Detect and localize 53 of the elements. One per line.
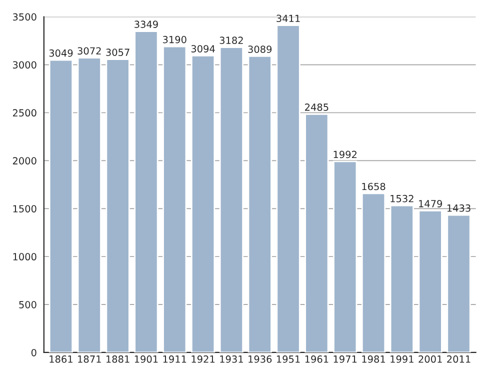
x-tick-label: 1951 xyxy=(276,355,300,363)
data-label: 3072 xyxy=(78,47,101,55)
bar xyxy=(77,57,102,352)
x-tick-label: 1861 xyxy=(50,355,72,363)
x-tick-label: 1991 xyxy=(390,355,414,363)
data-label: 1992 xyxy=(334,150,356,158)
data-label: 3094 xyxy=(191,45,215,52)
y-tick-label: 0 xyxy=(31,348,36,356)
y-tick-label: 2500 xyxy=(12,109,36,117)
bar xyxy=(219,46,244,352)
x-tick-label: 1936 xyxy=(248,355,272,363)
x-tick-label: 1931 xyxy=(220,355,243,363)
bar xyxy=(361,192,386,352)
data-label: 3049 xyxy=(49,49,73,57)
data-label: 1532 xyxy=(390,194,414,202)
x-tick-label: 1971 xyxy=(334,355,357,363)
x-tick-label: 2001 xyxy=(418,355,442,363)
y-tick-label: 3500 xyxy=(12,13,36,21)
x-tick-label: 1901 xyxy=(134,355,158,363)
x-tick-label: 1871 xyxy=(78,355,101,363)
x-tick-label: 1881 xyxy=(106,355,130,363)
data-label: 3411 xyxy=(276,14,300,22)
bar xyxy=(304,113,329,352)
data-label: 3057 xyxy=(106,48,130,56)
y-tick-label: 500 xyxy=(19,301,36,308)
data-label: 1658 xyxy=(362,182,386,190)
y-tick-label: 1500 xyxy=(13,205,36,212)
y-tick-label: 3000 xyxy=(12,61,36,69)
data-label: 1479 xyxy=(419,200,442,208)
bar xyxy=(190,55,216,352)
x-tick-label: 2011 xyxy=(447,355,470,363)
data-label: 3182 xyxy=(220,36,243,44)
bar xyxy=(333,160,358,352)
data-label: 1433 xyxy=(447,204,470,212)
bar xyxy=(48,59,74,352)
bar xyxy=(276,24,300,352)
x-tick-label: 1981 xyxy=(362,355,385,363)
data-label: 3349 xyxy=(134,20,158,28)
data-label: 3190 xyxy=(162,36,186,44)
bar xyxy=(134,30,158,352)
bar xyxy=(418,210,442,352)
x-tick-label: 1961 xyxy=(305,355,328,363)
data-label: 3089 xyxy=(248,46,272,53)
bar xyxy=(248,56,272,352)
x-tick-label: 1921 xyxy=(192,355,215,363)
data-label: 2485 xyxy=(305,104,328,111)
bar xyxy=(162,46,187,352)
bar xyxy=(446,214,471,352)
y-tick-label: 2000 xyxy=(12,157,36,164)
x-tick-label: 1911 xyxy=(163,355,186,363)
bar xyxy=(106,58,130,352)
bar xyxy=(390,204,414,352)
y-tick-label: 1000 xyxy=(13,253,36,260)
